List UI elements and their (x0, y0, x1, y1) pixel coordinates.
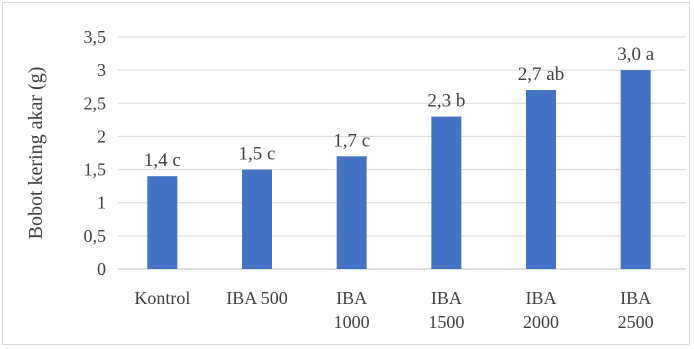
y-tick-label: 0 (97, 259, 106, 279)
x-tick-label: IBA (526, 288, 557, 308)
y-tick-label: 0,5 (84, 226, 107, 246)
y-tick-label: 2 (97, 126, 106, 146)
data-labels: 1,4 c 1,5 c 1,7 c 2,3 b 2,7 ab 3,0 a (144, 44, 655, 171)
x-tick-label: 1500 (428, 312, 464, 332)
data-label: 1,7 c (333, 130, 370, 151)
bar (526, 90, 556, 270)
y-axis-label: Bobot kering akar (g) (25, 67, 47, 240)
x-tick-label: 2000 (523, 312, 559, 332)
bar (431, 116, 462, 270)
x-tick-label: Kontrol (134, 288, 190, 308)
data-label: 2,3 b (427, 91, 465, 112)
x-tick-label: IBA (620, 288, 651, 308)
data-label: 1,4 c (144, 150, 181, 171)
x-tick-label: IBA 500 (226, 288, 288, 308)
x-tick-label: 2500 (618, 312, 654, 332)
y-tick-label: 3 (97, 60, 106, 80)
y-tick-label: 1 (97, 193, 106, 213)
y-tick-label: 1,5 (84, 160, 107, 180)
bar (620, 70, 651, 270)
data-label: 3,0 a (617, 44, 655, 65)
x-axis-ticks: Kontrol IBA 500 IBA 1000 IBA 1500 IBA 2000 IBA 25… (134, 288, 653, 332)
y-axis-ticks: 0 0,5 1 1,5 2 2,5 3 3,5 (84, 27, 107, 279)
data-label: 2,7 ab (518, 64, 564, 85)
y-tick-label: 2,5 (84, 93, 107, 113)
bar (147, 176, 178, 269)
x-tick-label: IBA (431, 288, 462, 308)
bar (336, 156, 367, 269)
y-tick-label: 3,5 (84, 27, 107, 47)
bar (242, 169, 272, 269)
gridlines (118, 36, 686, 270)
x-tick-label: IBA (336, 288, 367, 308)
x-tick-label: 1000 (334, 312, 370, 332)
data-label: 1,5 c (239, 144, 276, 165)
bars (147, 70, 651, 270)
